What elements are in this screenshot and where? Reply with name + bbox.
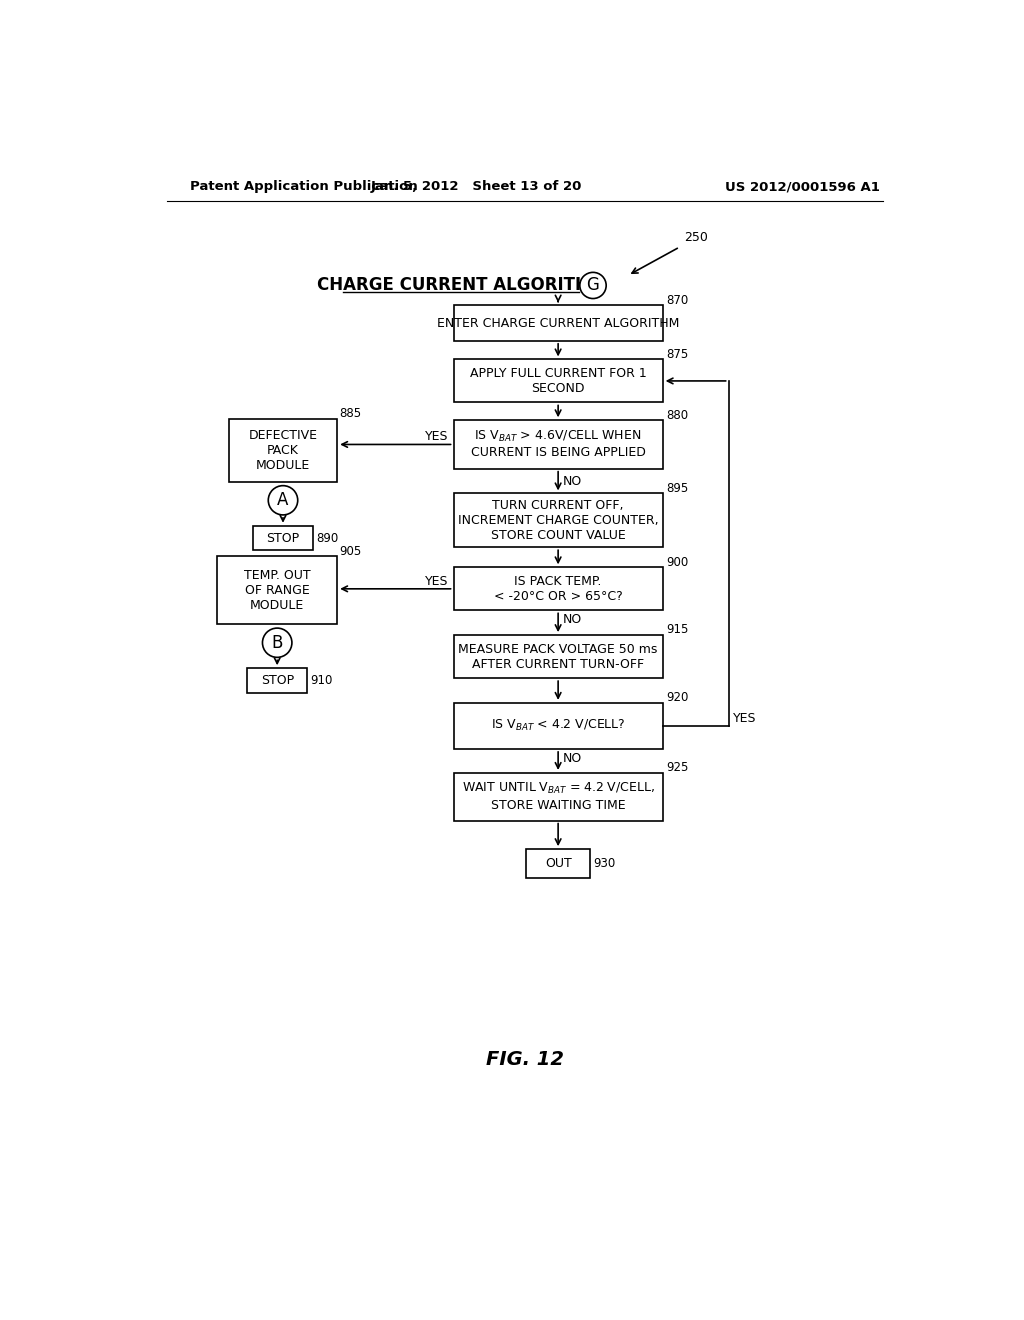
FancyBboxPatch shape <box>247 668 307 693</box>
FancyBboxPatch shape <box>454 702 663 748</box>
Text: A: A <box>278 491 289 510</box>
FancyBboxPatch shape <box>454 774 663 821</box>
Text: CURRENT IS BEING APPLIED: CURRENT IS BEING APPLIED <box>471 446 645 459</box>
FancyBboxPatch shape <box>253 525 313 550</box>
Text: OUT: OUT <box>545 857 571 870</box>
Text: IS V$_{BAT}$ < 4.2 V/CELL?: IS V$_{BAT}$ < 4.2 V/CELL? <box>490 718 626 734</box>
Text: FIG. 12: FIG. 12 <box>485 1049 564 1069</box>
Text: 875: 875 <box>666 348 688 360</box>
Text: WAIT UNTIL V$_{BAT}$ = 4.2 V/CELL,: WAIT UNTIL V$_{BAT}$ = 4.2 V/CELL, <box>462 780 654 796</box>
Text: TURN CURRENT OFF,
INCREMENT CHARGE COUNTER,
STORE COUNT VALUE: TURN CURRENT OFF, INCREMENT CHARGE COUNT… <box>458 499 658 541</box>
Text: 250: 250 <box>684 231 709 244</box>
Text: 920: 920 <box>666 692 688 705</box>
FancyBboxPatch shape <box>454 635 663 678</box>
Text: B: B <box>271 634 283 652</box>
Text: MEASURE PACK VOLTAGE 50 ms
AFTER CURRENT TURN-OFF: MEASURE PACK VOLTAGE 50 ms AFTER CURRENT… <box>459 643 657 671</box>
Text: US 2012/0001596 A1: US 2012/0001596 A1 <box>725 181 880 194</box>
Text: NO: NO <box>563 751 582 764</box>
Text: 870: 870 <box>666 294 688 308</box>
Text: 905: 905 <box>339 545 361 558</box>
FancyBboxPatch shape <box>526 849 590 878</box>
Circle shape <box>262 628 292 657</box>
FancyBboxPatch shape <box>454 305 663 341</box>
Text: Patent Application Publication: Patent Application Publication <box>190 181 418 194</box>
FancyBboxPatch shape <box>217 557 337 624</box>
Text: 880: 880 <box>666 409 688 421</box>
Text: NO: NO <box>563 474 582 487</box>
Text: 910: 910 <box>310 675 333 686</box>
FancyBboxPatch shape <box>454 420 663 469</box>
Text: 885: 885 <box>339 407 360 420</box>
Text: G: G <box>587 276 599 294</box>
Text: 900: 900 <box>666 556 688 569</box>
Text: CHARGE CURRENT ALGORITHM: CHARGE CURRENT ALGORITHM <box>317 276 605 294</box>
Text: Jan. 5, 2012   Sheet 13 of 20: Jan. 5, 2012 Sheet 13 of 20 <box>371 181 583 194</box>
Text: ENTER CHARGE CURRENT ALGORITHM: ENTER CHARGE CURRENT ALGORITHM <box>437 317 679 330</box>
Circle shape <box>580 272 606 298</box>
Text: TEMP. OUT
OF RANGE
MODULE: TEMP. OUT OF RANGE MODULE <box>244 569 310 612</box>
FancyBboxPatch shape <box>454 568 663 610</box>
Circle shape <box>268 486 298 515</box>
Text: NO: NO <box>563 612 582 626</box>
FancyBboxPatch shape <box>228 418 337 482</box>
Text: 895: 895 <box>666 482 688 495</box>
Text: YES: YES <box>425 574 449 587</box>
Text: STOP: STOP <box>266 532 300 545</box>
Text: 915: 915 <box>666 623 688 636</box>
Text: STORE WAITING TIME: STORE WAITING TIME <box>490 799 626 812</box>
FancyBboxPatch shape <box>454 494 663 548</box>
Text: 925: 925 <box>666 762 688 775</box>
Text: 930: 930 <box>593 857 615 870</box>
Text: DEFECTIVE
PACK
MODULE: DEFECTIVE PACK MODULE <box>249 429 317 471</box>
Text: IS PACK TEMP.
< -20°C OR > 65°C?: IS PACK TEMP. < -20°C OR > 65°C? <box>494 574 623 603</box>
Text: STOP: STOP <box>261 675 294 686</box>
Text: YES: YES <box>425 430 449 444</box>
Text: APPLY FULL CURRENT FOR 1
SECOND: APPLY FULL CURRENT FOR 1 SECOND <box>470 367 646 395</box>
Text: IS V$_{BAT}$ > 4.6V/CELL WHEN: IS V$_{BAT}$ > 4.6V/CELL WHEN <box>474 429 642 444</box>
Text: 890: 890 <box>316 532 339 545</box>
FancyBboxPatch shape <box>454 359 663 403</box>
Text: YES: YES <box>732 711 756 725</box>
